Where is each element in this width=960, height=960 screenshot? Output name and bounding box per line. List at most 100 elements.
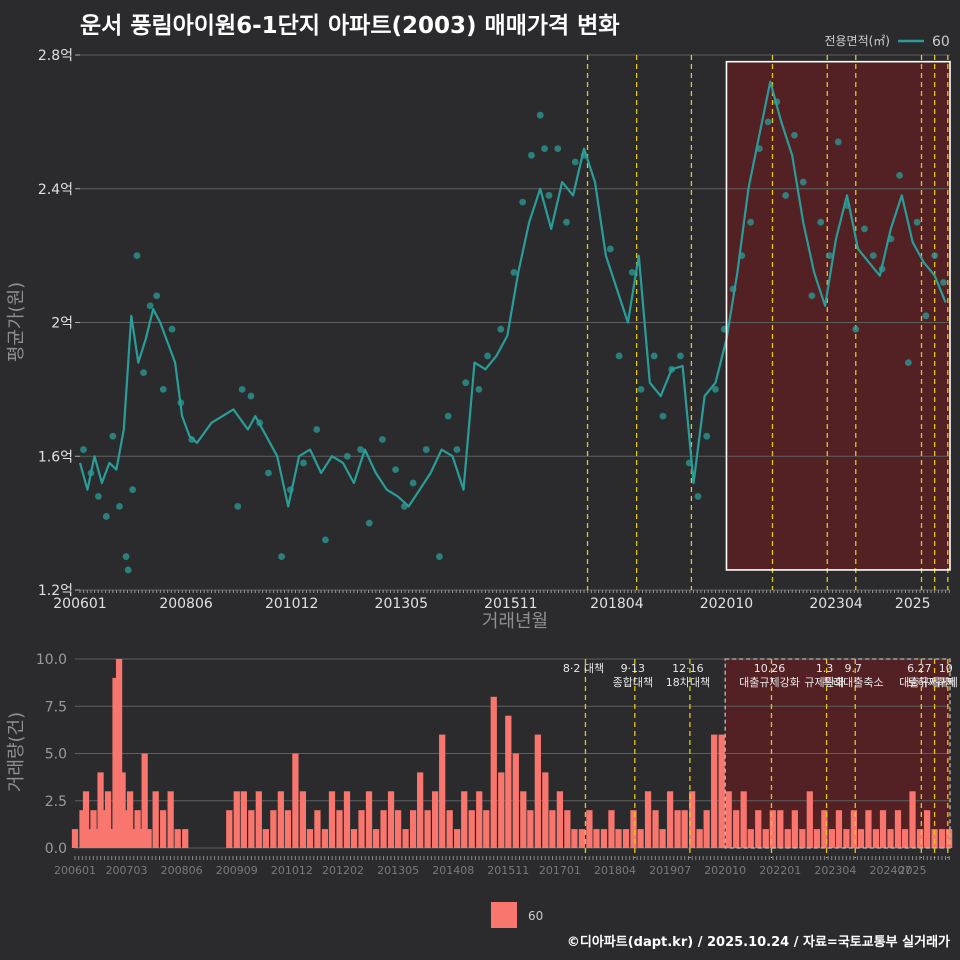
price-point (116, 503, 123, 510)
volume-bar (167, 791, 174, 848)
price-point (365, 519, 373, 527)
volume-bar (600, 829, 608, 848)
volume-bar (299, 791, 307, 848)
price-point (729, 285, 737, 293)
price-point (462, 379, 470, 387)
highlight-border (725, 60, 951, 571)
price-point (922, 312, 930, 320)
policy-label: 18차대책 (666, 676, 710, 689)
policy-label: 9.7 (844, 662, 862, 675)
volume-bar (115, 659, 123, 848)
price-point (637, 385, 645, 393)
price-point (628, 268, 636, 276)
price-point (791, 131, 798, 139)
volume-bar (182, 829, 189, 848)
price-point (124, 566, 132, 574)
price-point (497, 325, 505, 333)
price-point (510, 268, 518, 276)
volume-bar (262, 829, 269, 848)
volume-bar (843, 829, 850, 848)
volume-bar (725, 791, 732, 848)
volume-bar (659, 829, 666, 848)
price-point (286, 486, 294, 494)
price-point (659, 412, 667, 420)
volume-bar (755, 810, 762, 848)
volume-bar (498, 772, 505, 848)
volume-bar (923, 810, 931, 848)
price-point (913, 218, 921, 226)
y-tick-label: 7.5 (45, 699, 67, 715)
volume-bar (784, 829, 791, 848)
price-point (685, 459, 693, 467)
price-point (238, 385, 246, 393)
volume-bar (806, 791, 813, 848)
volume-bar (240, 791, 247, 848)
volume-bar (79, 810, 86, 848)
volume-bar (108, 829, 115, 848)
volume-bar (821, 810, 828, 848)
price-point (852, 325, 860, 333)
volume-bar (901, 829, 909, 848)
policy-label: 10.26 (754, 662, 786, 675)
volume-bar (887, 829, 894, 848)
volume-x-ticks: 200601 200703 200806 200909 201012 201202 2013… (54, 856, 950, 877)
volume-bar (350, 829, 358, 848)
y-tick-label: 2.8억 (38, 48, 73, 64)
price-point (357, 446, 364, 453)
volume-bar (126, 791, 134, 848)
volume-bar (314, 810, 321, 848)
price-grid (80, 54, 950, 591)
policy-label: 10 (939, 662, 953, 675)
volume-bar (134, 810, 141, 848)
volume-bar (857, 829, 865, 848)
volume-bar (916, 829, 924, 848)
price-point (95, 492, 102, 500)
volume-bar (248, 810, 255, 848)
volume-bar (791, 810, 798, 848)
volume-bar (799, 829, 806, 848)
x-tick-label: 202304 (809, 596, 863, 612)
volume-bar (879, 810, 887, 848)
volume-bar (137, 829, 145, 848)
price-point (782, 192, 790, 199)
volume-bar (476, 791, 483, 848)
price-point (435, 553, 443, 560)
price-point (861, 225, 868, 233)
legend-title: 전용면적(㎡) (824, 34, 890, 48)
policy-label: 규제 (936, 676, 956, 689)
volume-bar (417, 772, 424, 848)
volume-bar (696, 829, 703, 848)
volume-bar (284, 810, 292, 848)
volume-bar (336, 810, 343, 848)
policy-label: 9·13 (621, 662, 646, 675)
volume-y-ticks: 0.0 2.5 5.0 7.5 10.0 (36, 652, 67, 857)
price-point (703, 432, 711, 440)
volume-bar (578, 829, 586, 848)
volume-bar (130, 829, 137, 848)
y-tick-label: 2.4억 (38, 182, 73, 198)
price-point (536, 111, 544, 119)
x-tick-label: 200703 (106, 864, 148, 877)
price-point (87, 469, 95, 477)
price-point (738, 252, 746, 260)
y-tick-label: 2억 (51, 316, 73, 332)
volume-bar (909, 791, 916, 848)
price-y-ticks: 1.2억 1.6억 2억 2.4억 2.8억 (38, 48, 80, 599)
policy-label: 특례대출축소 (823, 676, 884, 689)
volume-bar (865, 810, 872, 848)
volume-bar (358, 810, 365, 848)
y-tick-label: 1.6억 (38, 449, 73, 465)
x-tick-label: 201907 (649, 864, 691, 877)
x-axis-title: 거래년월 (482, 611, 548, 632)
x-tick-label: 201305 (375, 596, 428, 612)
x-tick-label: 200806 (161, 864, 203, 877)
volume-bar (945, 829, 953, 848)
price-point (379, 436, 386, 443)
x-tick-label: 202201 (759, 864, 801, 877)
volume-bar (894, 810, 902, 848)
x-tick-label: 202010 (704, 864, 746, 877)
volume-bar (468, 810, 475, 848)
volume-bar (446, 810, 453, 848)
x-tick-label: 201202 (322, 864, 364, 877)
